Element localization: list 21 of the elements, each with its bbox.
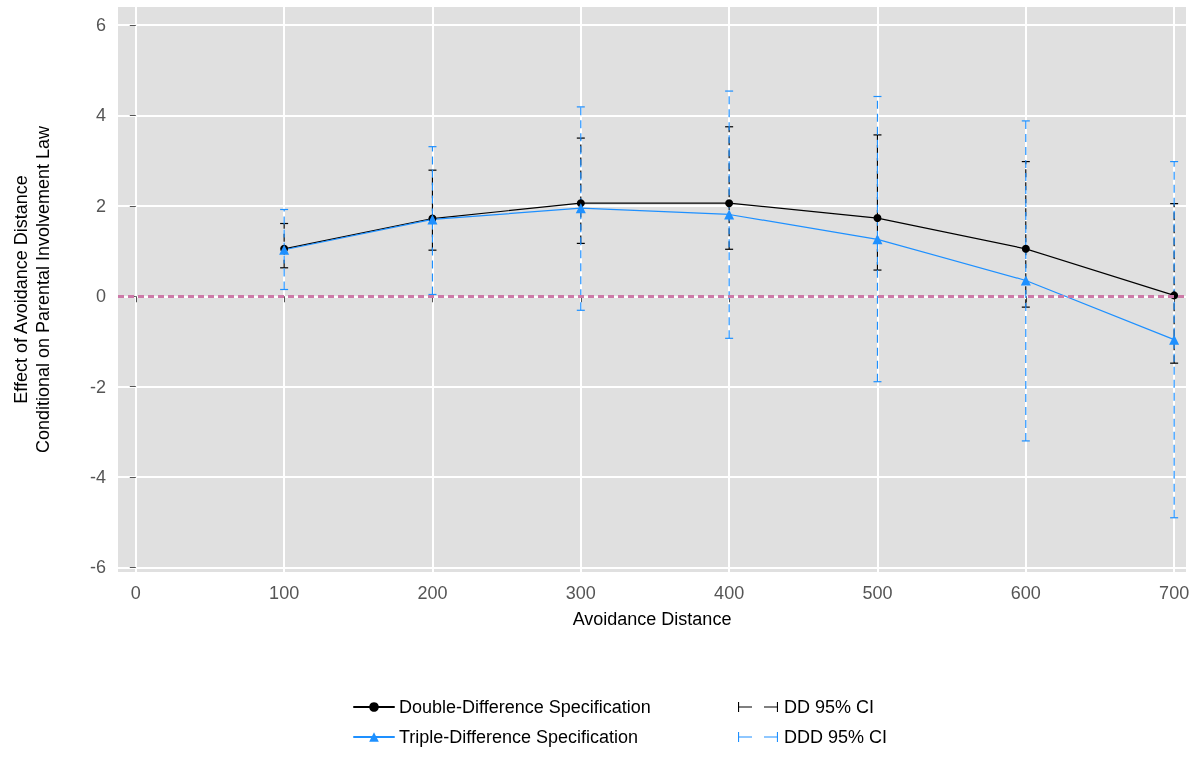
x-tick-label: 200 xyxy=(417,583,448,603)
legend-label: Triple-Difference Specification xyxy=(399,727,639,747)
x-tick-label: 700 xyxy=(1159,583,1190,603)
text: DD 95% CI xyxy=(784,697,875,717)
y-tick-label: 0 xyxy=(95,286,106,307)
x-tick-label: 0 xyxy=(130,583,141,603)
y-tick-label: -4 xyxy=(89,467,106,488)
y-tick-label: 2 xyxy=(95,195,106,216)
legend-label: Double-Difference Specification xyxy=(399,697,651,717)
y-tick-label: 4 xyxy=(95,105,106,126)
y-tick-label: -6 xyxy=(89,557,106,578)
x-tick-label: 300 xyxy=(565,583,596,603)
y-tick-label: -2 xyxy=(89,376,106,397)
x-tick-label: 100 xyxy=(269,583,300,603)
y-axis-title: Effect of Avoidance Distance Conditional on Parental Involvement Law xyxy=(11,124,53,454)
x-tick-label: 500 xyxy=(862,583,893,603)
y-tick-label: 6 xyxy=(95,15,106,36)
x-tick-label: 600 xyxy=(1010,583,1041,603)
x-tick-label: 400 xyxy=(714,583,745,603)
text: DDD 95% CI xyxy=(784,727,888,747)
x-axis-title: Avoidance Distance xyxy=(572,609,732,629)
